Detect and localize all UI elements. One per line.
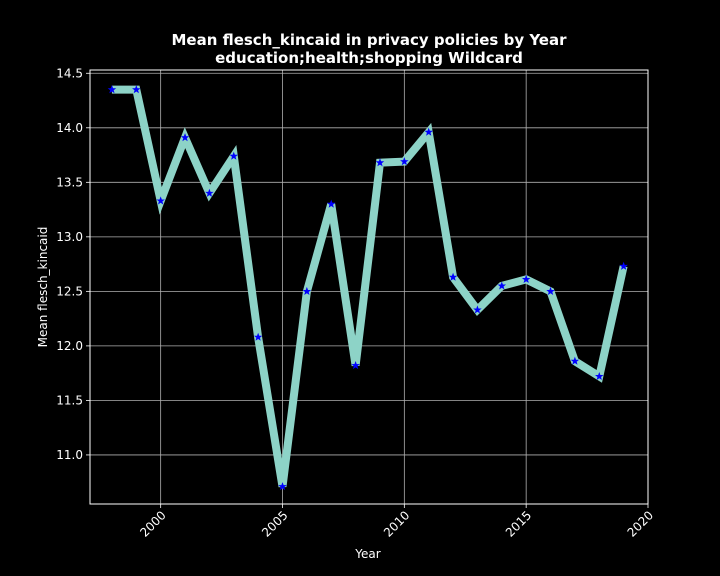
data-point-marker [497, 281, 507, 290]
data-point-marker [619, 261, 628, 270]
data-point-marker [595, 371, 604, 381]
data-point-marker [570, 356, 580, 365]
y-tick-label: 13.0 [56, 230, 83, 244]
axes [86, 69, 649, 508]
series-line [111, 85, 628, 488]
y-axis-label: Mean flesch_kincaid [36, 227, 50, 348]
data-point-marker [253, 332, 263, 341]
y-tick-label: 14.5 [56, 66, 83, 80]
data-point-marker [448, 272, 458, 281]
data-point-marker [180, 133, 190, 142]
data-point-marker [375, 158, 385, 167]
data-point-marker [302, 286, 312, 295]
x-axis-label: Year [354, 547, 380, 561]
y-tick-label: 12.5 [56, 284, 83, 298]
data-point-marker [546, 286, 555, 295]
y-tick-label: 12.0 [56, 339, 83, 353]
series-polyline [111, 85, 628, 488]
y-tick-label: 11.0 [56, 448, 83, 462]
data-point-marker [156, 196, 165, 205]
y-tick-label: 11.5 [56, 393, 83, 407]
chart-subtitle: education;health;shopping Wildcard [215, 49, 523, 67]
data-point-marker [400, 157, 409, 166]
data-point-marker [278, 482, 287, 491]
data-point-marker [326, 199, 336, 208]
data-markers [107, 85, 628, 491]
y-tick-label: 14.0 [56, 121, 83, 135]
data-point-marker [107, 85, 117, 94]
data-point-marker [205, 188, 214, 197]
data-point-marker [229, 151, 239, 160]
data-point-marker [473, 305, 482, 314]
chart-title: Mean flesch_kincaid in privacy policies … [171, 31, 567, 49]
data-point-marker [521, 274, 531, 283]
plot-frame [89, 69, 649, 505]
data-point-marker [132, 85, 141, 94]
y-tick-label: 13.5 [56, 175, 83, 189]
data-point-marker [351, 361, 360, 370]
data-point-marker [424, 127, 433, 136]
